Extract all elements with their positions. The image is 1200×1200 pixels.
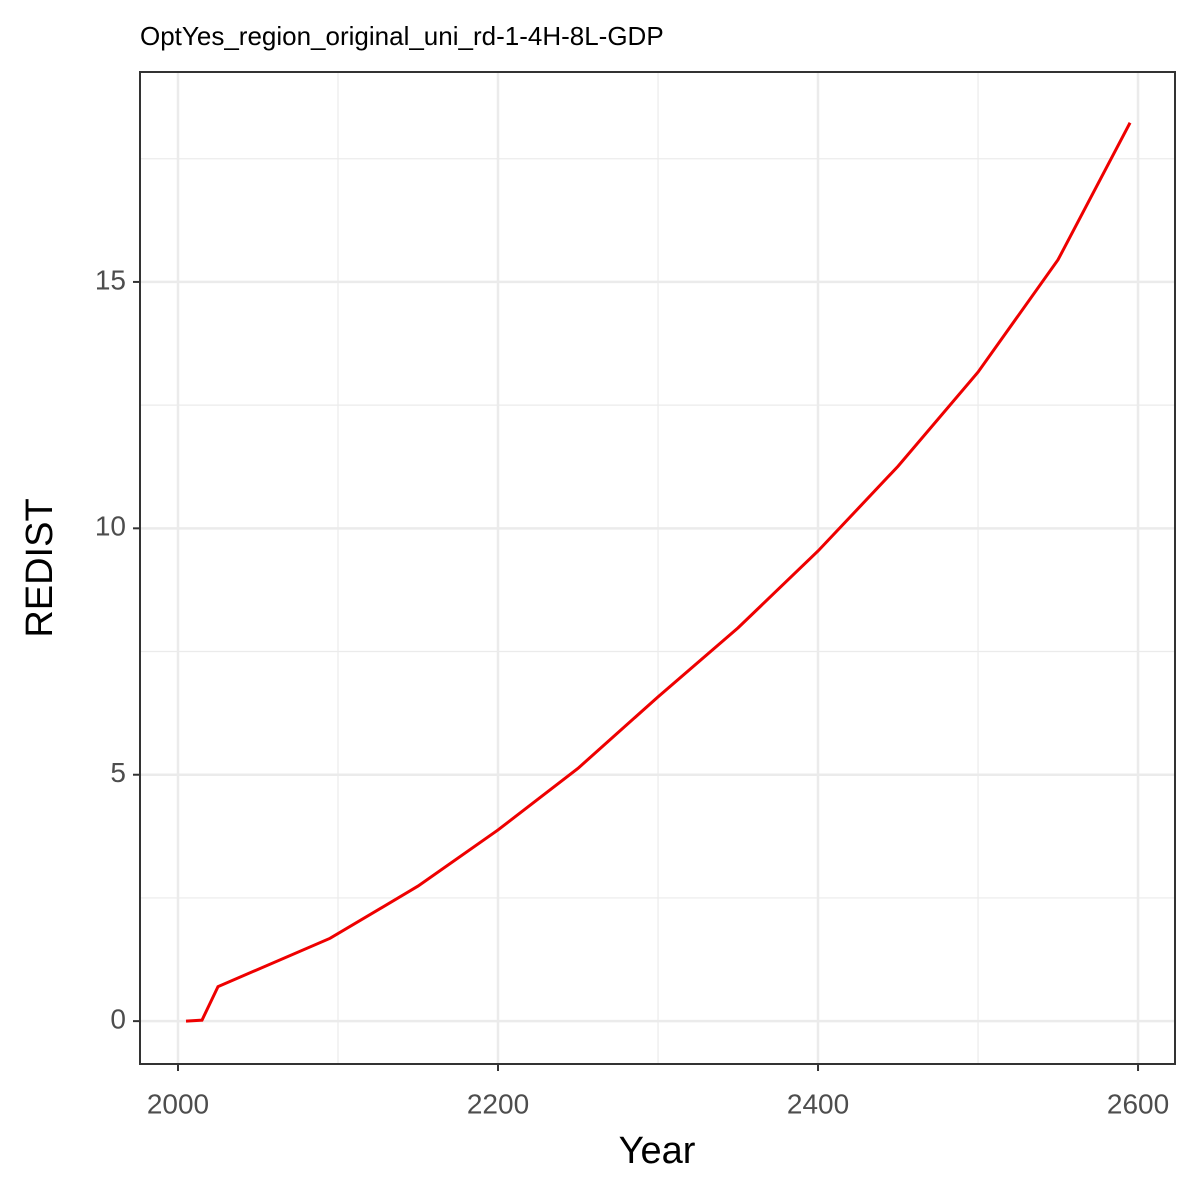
line <box>185 122 1132 1023</box>
x-tick-label: 2200 <box>467 1088 529 1119</box>
y-tick-label: 5 <box>110 757 126 788</box>
x-tick-label: 2000 <box>147 1088 209 1119</box>
x-tick-label: 2600 <box>1107 1088 1169 1119</box>
y-axis-title: REDIST <box>19 498 61 637</box>
x-tick-label: 2400 <box>787 1088 849 1119</box>
plot-border <box>139 71 1176 1065</box>
chart-title: OptYes_region_original_uni_rd-1-4H-8L-GD… <box>140 21 664 51</box>
y-tick-label: 15 <box>95 264 126 295</box>
y-tick-label: 0 <box>110 1004 126 1035</box>
y-tick-label: 10 <box>95 511 126 542</box>
x-axis-title: Year <box>619 1130 696 1172</box>
